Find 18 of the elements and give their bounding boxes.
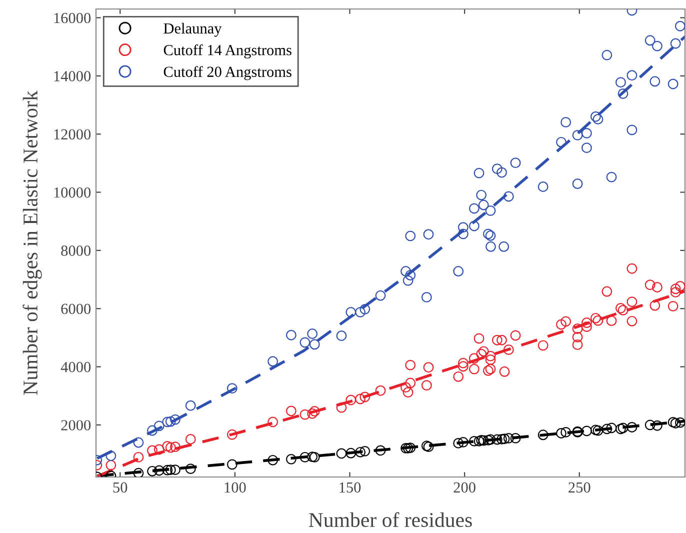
- y-tick-label: 12000: [54, 129, 91, 140]
- legend-label: Cutoff 20 Angstroms: [164, 66, 292, 80]
- legend-label: Delaunay: [164, 22, 222, 37]
- x-axis-title: Number of residues: [308, 512, 472, 528]
- x-tick-label: 100: [224, 482, 246, 493]
- y-tick-label: 2000: [61, 420, 91, 430]
- y-tick-label: 14000: [54, 71, 91, 82]
- y-tick-label: 10000: [54, 187, 91, 198]
- x-tick-label: 250: [568, 482, 590, 493]
- legend-label: Cutoff 14 Angstroms: [164, 44, 292, 58]
- x-tick-label: 50: [113, 482, 128, 493]
- y-tick-label: 16000: [54, 12, 91, 24]
- y-tick-label: 8000: [61, 246, 91, 256]
- y-tick-label: 6000: [61, 304, 91, 314]
- x-tick-label: 150: [340, 482, 361, 493]
- y-axis-title: Number of edges in Elastic Network: [22, 90, 42, 395]
- x-tick-label: 200: [454, 482, 476, 493]
- y-tick-label: 4000: [60, 362, 91, 372]
